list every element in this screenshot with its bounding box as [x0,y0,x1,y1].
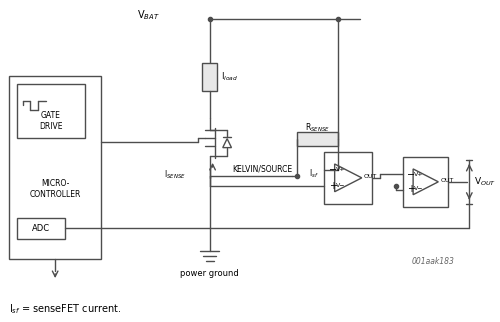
Text: I$_{sf}$ = senseFET current.: I$_{sf}$ = senseFET current. [9,302,122,316]
Text: ADC: ADC [32,224,50,233]
Text: I$_{sf}$: I$_{sf}$ [310,168,319,180]
Text: V$_{BAT}$: V$_{BAT}$ [137,8,160,22]
Text: I$_{load}$: I$_{load}$ [222,71,238,83]
Text: I$_{SENSE}$: I$_{SENSE}$ [164,169,186,181]
Bar [17,84,84,138]
Bar [404,157,448,207]
Text: −: − [407,170,415,180]
Text: power ground: power ground [180,269,239,278]
Text: KELVIN/SOURCE: KELVIN/SOURCE [232,165,292,174]
Text: OUT: OUT [440,178,454,183]
Text: OUT: OUT [364,174,377,179]
Text: MICRO-
CONTROLLER: MICRO- CONTROLLER [30,179,81,199]
Text: GATE
DRIVE: GATE DRIVE [39,111,62,130]
Text: V$_{OUT}$: V$_{OUT}$ [474,175,496,188]
Text: V+: V+ [336,167,345,172]
Bar [9,76,101,259]
Bar [297,132,338,146]
Text: −: − [328,165,337,175]
Text: +: + [328,181,336,191]
Text: V−: V− [414,186,424,191]
Bar [17,217,66,239]
Text: V−: V− [336,183,345,188]
Text: R$_{SENSE}$: R$_{SENSE}$ [305,121,330,134]
Bar [202,63,218,90]
Text: 001aak183: 001aak183 [412,257,455,266]
Bar [324,152,372,204]
Text: +: + [407,184,415,194]
Text: V+: V+ [414,172,424,177]
